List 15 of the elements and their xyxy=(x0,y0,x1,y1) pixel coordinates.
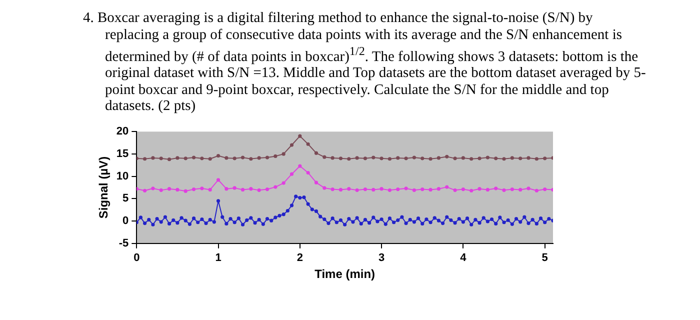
y-axis-title: Signal (µV) xyxy=(96,156,111,219)
x-axis-title: Time (min) xyxy=(314,267,376,282)
y-tick-label: 0 xyxy=(122,215,129,228)
y-tick-label: 5 xyxy=(122,192,129,205)
x-tick-label: 1 xyxy=(215,252,222,264)
y-tick-label: 15 xyxy=(116,148,129,160)
x-tick-label: 5 xyxy=(542,252,548,264)
x-tick-label: 0 xyxy=(134,252,140,264)
y-tick-label: 10 xyxy=(116,170,129,182)
y-tick-label: 20 xyxy=(116,126,129,138)
chart-title: 4. Boxcar averaging is a digital filtering method to enhance the signal-to-noise (S/N) by replacing a group of consecutive data points with its average and the S/N enhancement is determined by (# of data points in boxcar)$^{1/2}$. The following shows 3 datasets: bottom is the original dataset with S/N =13. Middle and Top datasets are the bottom dataset averaged by 5-point boxcar and 9-point boxcar, respectively. Calculate the S/N for the middle and top datasets. (2 pts) xyxy=(83,10,647,115)
x-tick-label: 2 xyxy=(296,252,303,264)
x-tick-label: 4 xyxy=(460,252,468,264)
x-tick-label: 3 xyxy=(378,252,385,264)
y-tick-label: -5 xyxy=(118,237,129,250)
